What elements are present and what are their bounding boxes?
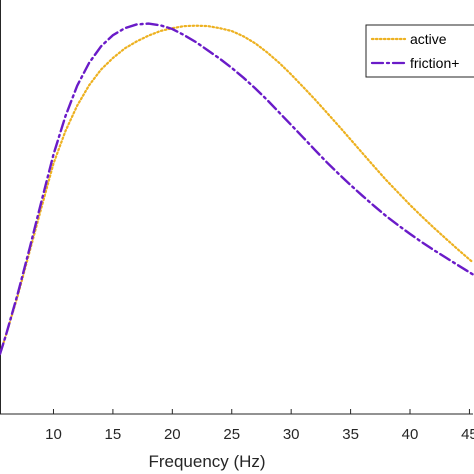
x-tick-label: 10 [45,426,62,443]
x-axis-ticks: 10 15 20 25 30 35 40 45 [45,409,474,443]
x-tick-label: 25 [223,426,240,443]
x-tick-label: 40 [402,426,419,443]
series-lines [0,22,474,356]
plot-frame [0,0,473,415]
x-tick-label: 15 [105,426,122,443]
legend-label-2: friction+ [410,55,459,71]
x-axis-label: Frequency (Hz) [148,452,265,471]
x-tick-label: 45 [461,426,474,443]
legend: active friction+ [365,24,474,78]
legend-label-1: active [410,31,447,47]
legend-box [365,24,474,78]
x-tick-label: 35 [342,426,359,443]
series-line-2 [0,22,474,356]
series-line-1 [0,24,474,356]
x-tick-label: 30 [283,426,300,443]
x-tick-label: 20 [164,426,181,443]
